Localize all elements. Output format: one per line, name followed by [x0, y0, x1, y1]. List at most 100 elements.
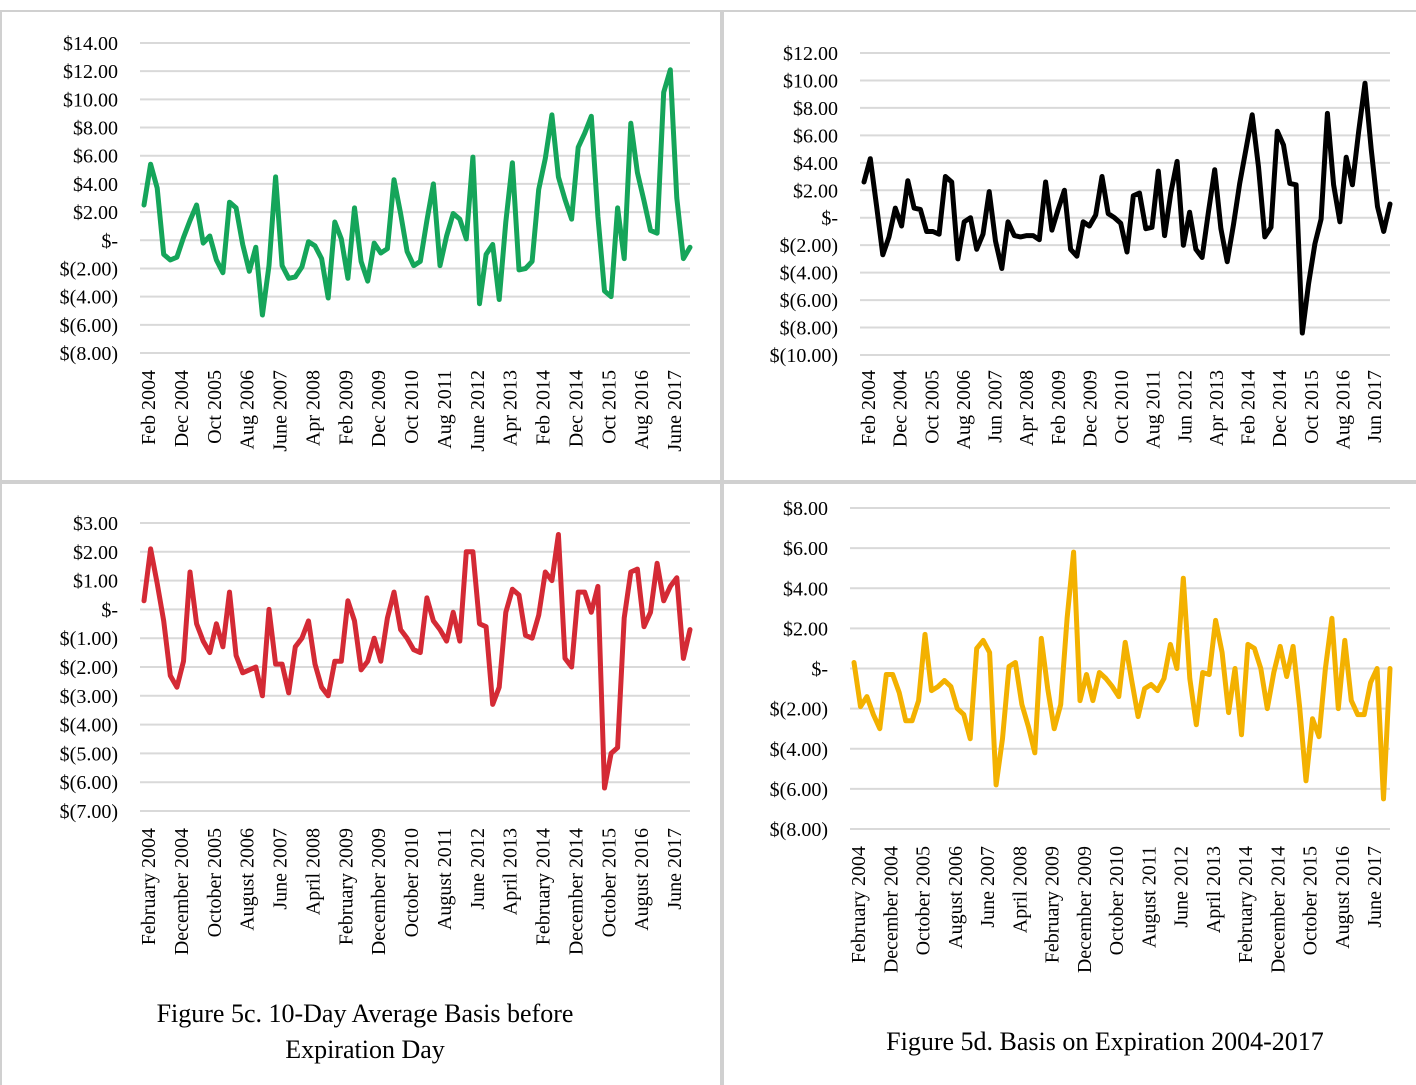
border-middle-vertical	[720, 10, 724, 1085]
y-tick-label: $-	[821, 208, 838, 230]
y-tick-label: $-	[101, 599, 118, 621]
panel-borders	[0, 10, 1416, 1085]
x-tick-label: Apr 2013	[500, 370, 522, 446]
x-tick-label: Oct 2015	[598, 370, 620, 444]
x-tick-label: December 2014	[1267, 846, 1289, 973]
x-tick-label: Aug 2016	[1332, 370, 1354, 449]
x-tick-label: August 2011	[434, 828, 456, 930]
y-tick-label: $4.00	[783, 578, 828, 600]
series-line	[141, 532, 693, 791]
x-tick-label: Aug 2016	[631, 370, 653, 449]
border-top	[0, 10, 1416, 12]
x-tick-label: Dec 2014	[1269, 370, 1291, 447]
x-tick-label: December 2004	[171, 828, 193, 955]
y-tick-label: $12.00	[63, 61, 118, 83]
x-tick-label: Dec 2009	[368, 370, 390, 447]
x-tick-label: February 2009	[1042, 846, 1064, 963]
series-line	[861, 80, 1393, 336]
y-tick-label: $(8.00)	[780, 318, 838, 340]
x-tick-label: June 2017	[664, 370, 686, 452]
series-line	[141, 67, 693, 318]
x-tick-label: August 2006	[237, 828, 259, 931]
y-tick-label: $(2.00)	[60, 258, 118, 280]
x-tick-label: June 2012	[1171, 846, 1193, 928]
x-tick-label: December 2004	[880, 846, 902, 973]
y-tick-label: $2.00	[73, 202, 118, 224]
y-tick-label: $(3.00)	[60, 686, 118, 708]
x-tick-label: Dec 2004	[171, 370, 193, 447]
y-tick-label: $6.00	[73, 146, 118, 168]
x-tick-label: June 2007	[977, 846, 999, 928]
x-tick-label: December 2009	[368, 828, 390, 955]
x-tick-label: Jun 2012	[1174, 370, 1196, 443]
x-tick-label: June 2012	[467, 370, 489, 452]
y-tick-label: $2.00	[783, 618, 828, 640]
y-tick-label: $(8.00)	[770, 819, 828, 841]
y-tick-label: $14.00	[63, 33, 118, 55]
x-tick-label: August 2006	[945, 846, 967, 949]
y-tick-label: $(2.00)	[780, 235, 838, 257]
y-tick-label: $(6.00)	[780, 290, 838, 312]
border-left	[0, 10, 2, 1085]
x-tick-label: Apr 2008	[302, 370, 324, 446]
x-tick-label: Feb 2014	[1238, 370, 1260, 445]
x-tick-label: Aug 2006	[953, 370, 975, 449]
x-tick-label: Feb 2009	[1048, 370, 1070, 445]
y-tick-label: $(4.00)	[770, 739, 828, 761]
x-tick-label: Feb 2004	[858, 370, 880, 445]
y-tick-label: $8.00	[793, 98, 838, 120]
y-tick-label: $10.00	[63, 89, 118, 111]
y-tick-label: $10.00	[783, 70, 838, 92]
x-tick-label: October 2015	[1300, 846, 1322, 955]
x-tick-label: Aug 2011	[1143, 370, 1165, 449]
caption-fig5d: Figure 5d. Basis on Expiration 2004-2017	[830, 1024, 1380, 1060]
x-tick-label: Oct 2005	[204, 370, 226, 444]
caption-fig5c-line2: Expiration Day	[285, 1035, 445, 1064]
y-tick-label: $4.00	[793, 153, 838, 175]
x-tick-label: April 2013	[1203, 846, 1225, 933]
x-tick-label: Oct 2015	[1301, 370, 1323, 444]
y-tick-label: $(1.00)	[60, 628, 118, 650]
y-tick-label: $(6.00)	[60, 772, 118, 794]
y-tick-label: $(4.00)	[60, 715, 118, 737]
chart-black-top-right: $12.00 $10.00 $8.00 $6.00 $4.00 $2.00 $- $(2.00…	[770, 43, 1393, 449]
x-tick-label: Oct 2005	[921, 370, 943, 444]
y-tick-label: $(6.00)	[770, 779, 828, 801]
y-tick-label: $6.00	[783, 538, 828, 560]
caption-fig5c-line1: Figure 5c. 10-Day Average Basis before	[156, 999, 574, 1028]
y-tick-label: $(4.00)	[780, 263, 838, 285]
y-tick-label: $(2.00)	[770, 699, 828, 721]
x-tick-label: February 2004	[138, 828, 160, 945]
y-tick-label: $(2.00)	[60, 657, 118, 679]
y-tick-label: $3.00	[73, 513, 118, 535]
x-tick-label: October 2010	[1106, 846, 1128, 955]
x-tick-label: Dec 2009	[1079, 370, 1101, 447]
y-tick-label: $1.00	[73, 571, 118, 593]
x-tick-label: April 2013	[500, 828, 522, 915]
y-tick-label: $-	[811, 659, 828, 681]
caption-fig5d-line: Figure 5d. Basis on Expiration 2004-2017	[886, 1027, 1324, 1056]
series-line	[851, 549, 1393, 802]
x-tick-label: Feb 2004	[138, 370, 160, 445]
x-tick-label: February 2014	[1235, 846, 1257, 963]
y-tick-label: $(7.00)	[60, 801, 118, 823]
x-tick-label: Dec 2014	[565, 370, 587, 447]
chart-green-top-left: $14.00 $12.00 $10.00 $8.00 $6.00 $4.00 $2.00 $-…	[60, 33, 693, 452]
x-tick-label: Jun 2017	[1364, 370, 1386, 443]
y-tick-label: $(6.00)	[60, 315, 118, 337]
y-tick-label: $8.00	[73, 118, 118, 140]
x-tick-label: Jun 2007	[985, 370, 1007, 443]
y-tick-label: $12.00	[783, 43, 838, 65]
y-tick-label: $6.00	[793, 125, 838, 147]
x-tick-label: June 2007	[270, 370, 292, 452]
x-tick-label: February 2004	[848, 846, 870, 963]
y-tick-label: $2.00	[73, 542, 118, 564]
x-tick-label: October 2010	[401, 828, 423, 937]
y-tick-label: $-	[101, 230, 118, 252]
border-middle-horizontal	[0, 480, 1416, 484]
x-tick-label: February 2014	[533, 828, 555, 945]
y-tick-label: $(5.00)	[60, 743, 118, 765]
x-tick-label: Apr 2008	[1016, 370, 1038, 446]
y-tick-label: $(10.00)	[770, 345, 838, 367]
x-tick-label: Aug 2011	[434, 370, 456, 449]
